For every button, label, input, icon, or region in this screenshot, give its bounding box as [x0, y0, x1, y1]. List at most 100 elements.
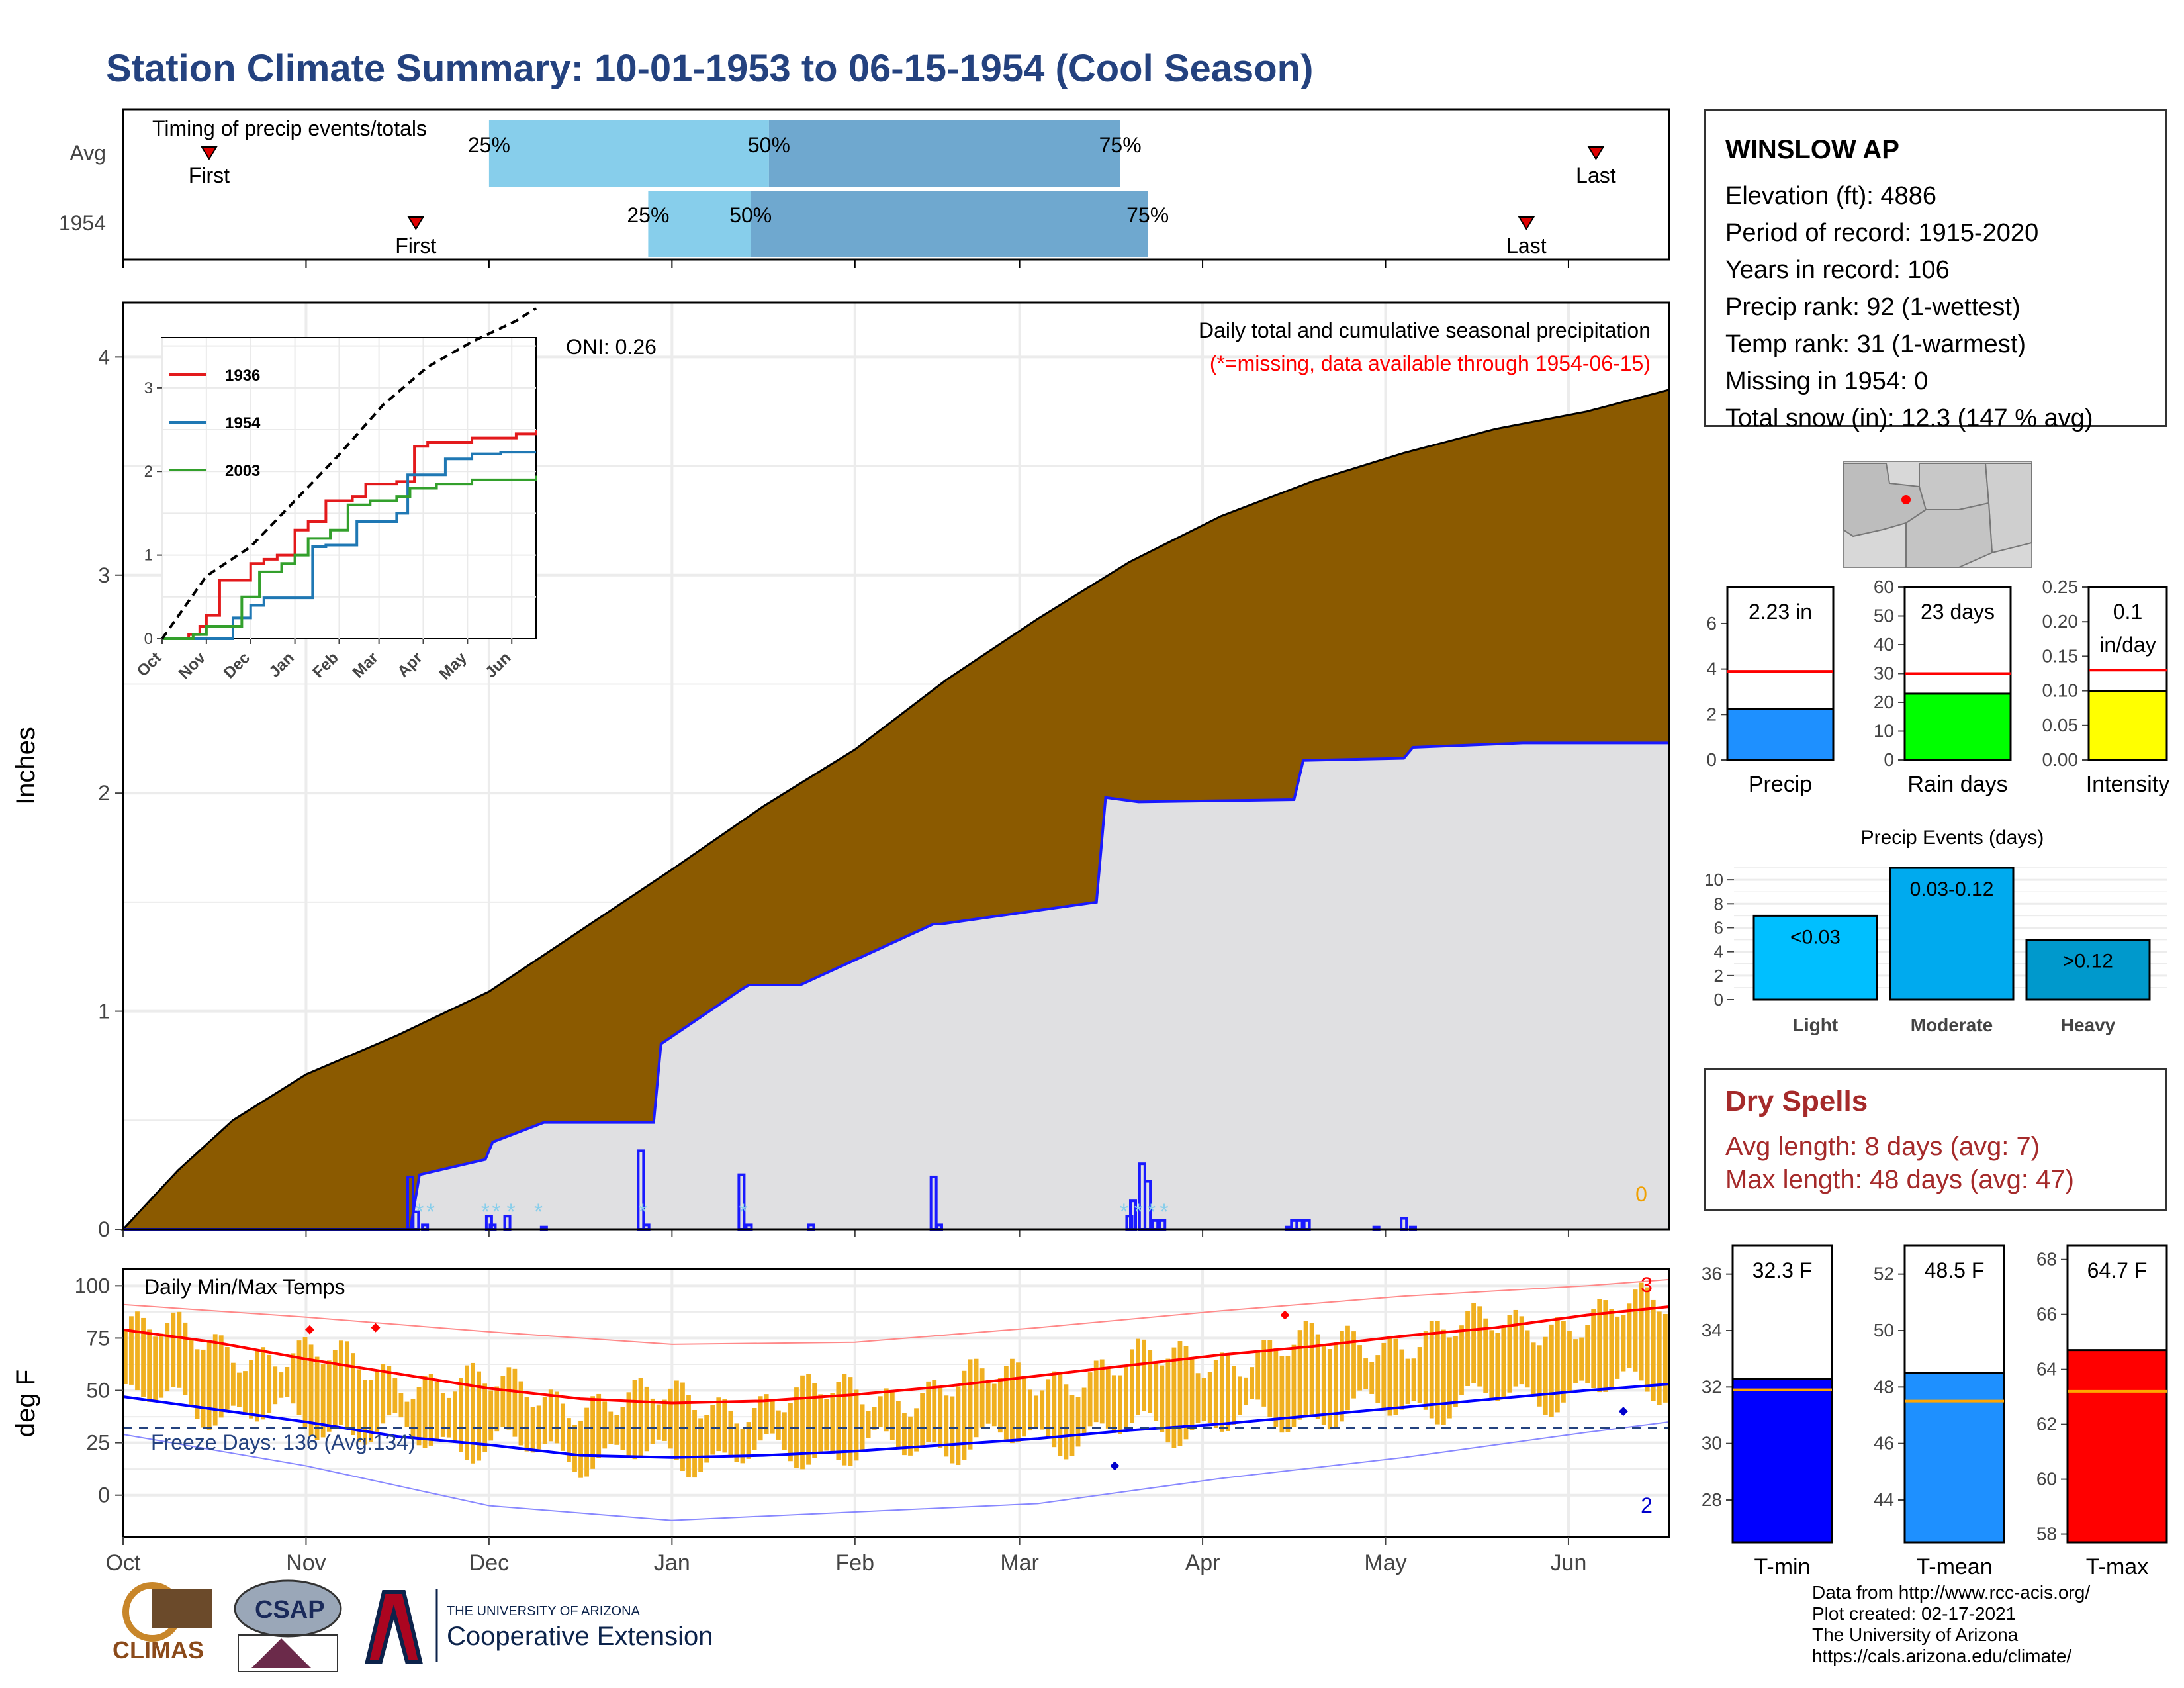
climas-logo-text: CLIMAS — [113, 1636, 204, 1664]
mini-ytick-label: 10 — [1874, 721, 1894, 741]
record-marker — [1280, 1310, 1290, 1320]
daily-temp-bar — [243, 1371, 248, 1413]
daily-temp-bar — [728, 1410, 733, 1458]
dry-spells-max: Max length: 48 days (avg: 47) — [1725, 1165, 2074, 1194]
mini-value-bar — [1903, 1372, 2005, 1544]
events-ytick-label: 2 — [1714, 966, 1723, 986]
dry-spells-box: Dry Spells Avg length: 8 days (avg: 7) M… — [1704, 1068, 2167, 1211]
daily-temp-bar — [1046, 1379, 1051, 1437]
daily-temp-bar — [692, 1409, 697, 1478]
daily-temp-bar — [1034, 1395, 1039, 1428]
daily-temp-bar — [135, 1311, 140, 1391]
mini-ytick-label: 66 — [2036, 1304, 2057, 1325]
daily-temp-bar — [668, 1388, 673, 1449]
month-label: Oct — [106, 1550, 141, 1575]
month-label: Mar — [1000, 1550, 1039, 1575]
daily-temp-bar — [740, 1429, 745, 1464]
temp-series-line — [122, 1421, 1670, 1521]
station-marker — [1901, 495, 1911, 504]
daily-temp-bar — [1429, 1321, 1434, 1419]
daily-temp-bar — [1633, 1289, 1638, 1372]
missing-day-marker: * — [1134, 1199, 1143, 1225]
precip-ytick-label: 3 — [98, 563, 110, 587]
daily-temp-bar — [991, 1383, 997, 1427]
mini-ytick-label: 30 — [1702, 1433, 1722, 1454]
station-temp-rank: Temp rank: 31 (1-warmest) — [1725, 330, 2026, 358]
daily-temp-bar — [1118, 1375, 1122, 1434]
daily-temp-bar — [392, 1378, 398, 1413]
daily-temp-bar — [410, 1398, 416, 1438]
daily-temp-bar — [926, 1381, 931, 1442]
daily-temp-bar — [1327, 1349, 1332, 1430]
daily-temp-bar — [398, 1393, 404, 1418]
mini-category-label: T-mean — [1916, 1554, 1992, 1579]
daily-temp-bar — [896, 1401, 901, 1450]
page-title: Station Climate Summary: 10-01-1953 to 0… — [106, 47, 1314, 90]
daily-temp-bar — [357, 1369, 361, 1442]
daily-temp-bar — [578, 1420, 583, 1478]
csap-logo-text: CSAP — [255, 1596, 325, 1624]
daily-temp-bar — [512, 1368, 518, 1437]
daily-temp-bar — [381, 1364, 386, 1424]
daily-temp-bar — [644, 1386, 649, 1452]
daily-temp-bar — [1573, 1339, 1578, 1383]
month-label: Apr — [1185, 1550, 1220, 1575]
daily-temp-bar — [375, 1371, 380, 1434]
daily-temp-bar — [716, 1397, 721, 1452]
inset-series-line — [162, 430, 537, 640]
daily-temp-bar — [1609, 1309, 1614, 1387]
events-bar — [1752, 914, 1878, 1001]
daily-temp-bar — [908, 1416, 913, 1456]
daily-temp-bar — [1567, 1331, 1572, 1392]
daily-temp-bar — [1064, 1384, 1069, 1460]
daily-temp-bar — [189, 1338, 194, 1407]
mini-ytick-label: 44 — [1874, 1489, 1894, 1510]
missing-note: (*=missing, data available through 1954-… — [1210, 352, 1651, 375]
daily-temp-bar — [938, 1387, 943, 1448]
daily-temp-bar — [332, 1350, 338, 1427]
missing-day-marker: * — [1160, 1199, 1168, 1225]
daily-temp-bar — [1507, 1315, 1512, 1393]
daily-temp-bar — [1315, 1334, 1320, 1419]
mini-ytick-label: 20 — [1874, 692, 1894, 712]
daily-temp-bar — [567, 1418, 571, 1462]
daily-temp-bar — [1105, 1367, 1111, 1429]
daily-temp-bar — [889, 1390, 895, 1440]
daily-temp-bar — [1351, 1331, 1356, 1399]
daily-temp-bar — [1579, 1337, 1584, 1381]
daily-temp-bar — [1225, 1355, 1230, 1431]
daily-temp-bar — [1417, 1347, 1422, 1403]
mini-category-label: T-min — [1754, 1554, 1811, 1579]
daily-temp-bar — [477, 1371, 481, 1461]
daily-temp-bar — [1213, 1360, 1218, 1429]
daily-temp-bar — [1621, 1315, 1626, 1372]
daily-temp-bar — [920, 1393, 925, 1446]
daily-temp-bar — [1309, 1323, 1314, 1415]
daily-temp-bar — [1363, 1358, 1369, 1389]
inset-series-line — [162, 451, 536, 640]
month-label: Jun — [1551, 1550, 1587, 1575]
temp-title: Daily Min/Max Temps — [144, 1275, 345, 1299]
daily-temp-bar — [1285, 1355, 1291, 1432]
timing-first-marker — [201, 146, 218, 160]
daily-temp-bar — [1093, 1360, 1099, 1423]
events-bar-label: <0.03 — [1790, 926, 1841, 948]
daily-temp-bar — [662, 1399, 667, 1441]
daily-temp-bar — [1393, 1338, 1398, 1415]
daily-temp-bar — [752, 1407, 757, 1450]
mini-ytick-label: 58 — [2036, 1524, 2057, 1544]
daily-temp-bar — [602, 1401, 608, 1449]
daily-temp-bar — [1111, 1375, 1116, 1433]
daily-temp-bar — [1238, 1376, 1242, 1415]
daily-temp-bar — [159, 1333, 164, 1398]
daily-temp-bar — [237, 1372, 242, 1407]
timing-bar-lower — [648, 191, 751, 257]
daily-temp-bar — [524, 1397, 529, 1452]
mini-value-label: 32.3 F — [1752, 1258, 1813, 1282]
temp-ytick-label: 50 — [86, 1379, 110, 1403]
credit-data-source: Data from http://www.rcc-acis.org/ — [1812, 1582, 2091, 1603]
daily-temp-bar — [985, 1380, 991, 1424]
daily-temp-bar — [1381, 1342, 1387, 1411]
mini-ytick-label: 60 — [1874, 577, 1894, 597]
timing-bar-upper — [768, 120, 1120, 187]
